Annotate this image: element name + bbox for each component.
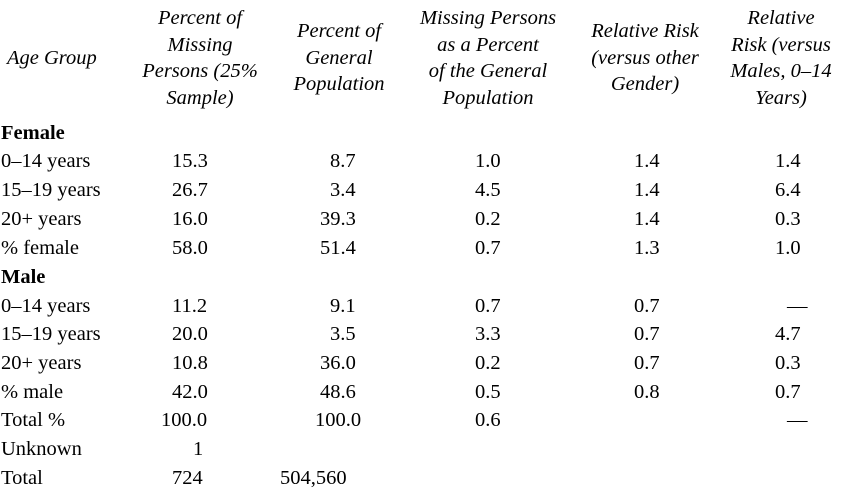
cell-risk-gender: 1.3 bbox=[634, 237, 660, 259]
cell-missing-as-percent: 0.7 bbox=[475, 237, 501, 259]
cell-percent-missing: 15.3 bbox=[172, 150, 208, 172]
cell-missing-as-percent: 0.2 bbox=[475, 352, 501, 374]
cell-missing-as-percent: 4.5 bbox=[475, 179, 501, 201]
cell-percent-missing: 100.0 bbox=[161, 409, 208, 431]
cell-percent-missing: 16.0 bbox=[172, 208, 208, 230]
cell-risk-males: 0.7 bbox=[775, 381, 801, 403]
cell-percent-missing: 42.0 bbox=[172, 381, 208, 403]
row-label: 0–14 years bbox=[1, 295, 91, 317]
cell-risk-males: 1.4 bbox=[775, 150, 801, 172]
cell-risk-males: 0.3 bbox=[775, 208, 801, 230]
cell-risk-gender: 1.4 bbox=[634, 179, 660, 201]
row-label: Total bbox=[1, 467, 43, 489]
cell-percent-general: 3.5 bbox=[330, 323, 356, 345]
cell-percent-general: 39.3 bbox=[320, 208, 356, 230]
cell-percent-missing: 1 bbox=[193, 438, 204, 460]
cell-risk-gender: 1.4 bbox=[634, 208, 660, 230]
section-title-male: Male bbox=[1, 266, 46, 288]
cell-risk-males: 1.0 bbox=[775, 237, 801, 259]
cell-missing-as-percent: 0.7 bbox=[475, 295, 501, 317]
row-label: 15–19 years bbox=[1, 323, 101, 345]
cell-risk-gender: 1.4 bbox=[634, 150, 660, 172]
row-label: Total % bbox=[1, 409, 66, 431]
cell-missing-as-percent: 3.3 bbox=[475, 323, 501, 345]
cell-percent-missing: 11.2 bbox=[172, 295, 208, 317]
cell-percent-general: 8.7 bbox=[330, 150, 356, 172]
cell-risk-males: — bbox=[787, 295, 808, 317]
header-relative-risk-males: Relative Risk (versus Males, 0–14 Years) bbox=[730, 7, 832, 109]
cell-risk-gender: 0.8 bbox=[634, 381, 660, 403]
cell-risk-males: 4.7 bbox=[775, 323, 801, 345]
cell-missing-as-percent: 1.0 bbox=[475, 150, 501, 172]
cell-percent-general: 3.4 bbox=[330, 179, 356, 201]
cell-percent-general: 9.1 bbox=[330, 295, 356, 317]
cell-risk-gender: 0.7 bbox=[634, 323, 660, 345]
cell-missing-as-percent: 0.6 bbox=[475, 409, 501, 431]
header-percent-missing: Percent of Missing Persons (25% Sample) bbox=[142, 7, 258, 109]
cell-risk-males: 0.3 bbox=[775, 352, 801, 374]
cell-percent-missing: 10.8 bbox=[172, 352, 208, 374]
cell-risk-males: 6.4 bbox=[775, 179, 801, 201]
cell-missing-as-percent: 0.2 bbox=[475, 208, 501, 230]
header-missing-as-percent: Missing Persons as a Percent of the Gene… bbox=[419, 7, 557, 109]
row-label: 15–19 years bbox=[1, 179, 101, 201]
cell-percent-missing: 20.0 bbox=[172, 323, 208, 345]
header-relative-risk-gender: Relative Risk (versus other Gender) bbox=[591, 20, 699, 95]
row-label: % female bbox=[1, 237, 79, 259]
row-label: Unknown bbox=[1, 438, 82, 460]
cell-percent-general: 48.6 bbox=[320, 381, 356, 403]
cell-missing-as-percent: 0.5 bbox=[475, 381, 501, 403]
cell-risk-gender: 0.7 bbox=[634, 352, 660, 374]
header-age-group: Age Group bbox=[7, 47, 97, 69]
cell-percent-general: 51.4 bbox=[320, 237, 356, 259]
row-label: 20+ years bbox=[1, 352, 82, 374]
cell-percent-general: 504,560 bbox=[280, 467, 347, 489]
row-label: % male bbox=[1, 381, 64, 403]
row-label: 0–14 years bbox=[1, 150, 91, 172]
header-percent-general: Percent of General Population bbox=[293, 20, 385, 95]
cell-percent-general: 36.0 bbox=[320, 352, 356, 374]
cell-risk-gender: 0.7 bbox=[634, 295, 660, 317]
section-title-female: Female bbox=[1, 122, 65, 144]
cell-percent-missing: 26.7 bbox=[172, 179, 208, 201]
cell-risk-males: — bbox=[787, 409, 808, 431]
cell-percent-missing: 58.0 bbox=[172, 237, 208, 259]
row-label: 20+ years bbox=[1, 208, 82, 230]
cell-percent-general: 100.0 bbox=[315, 409, 362, 431]
cell-percent-missing: 724 bbox=[172, 467, 203, 489]
